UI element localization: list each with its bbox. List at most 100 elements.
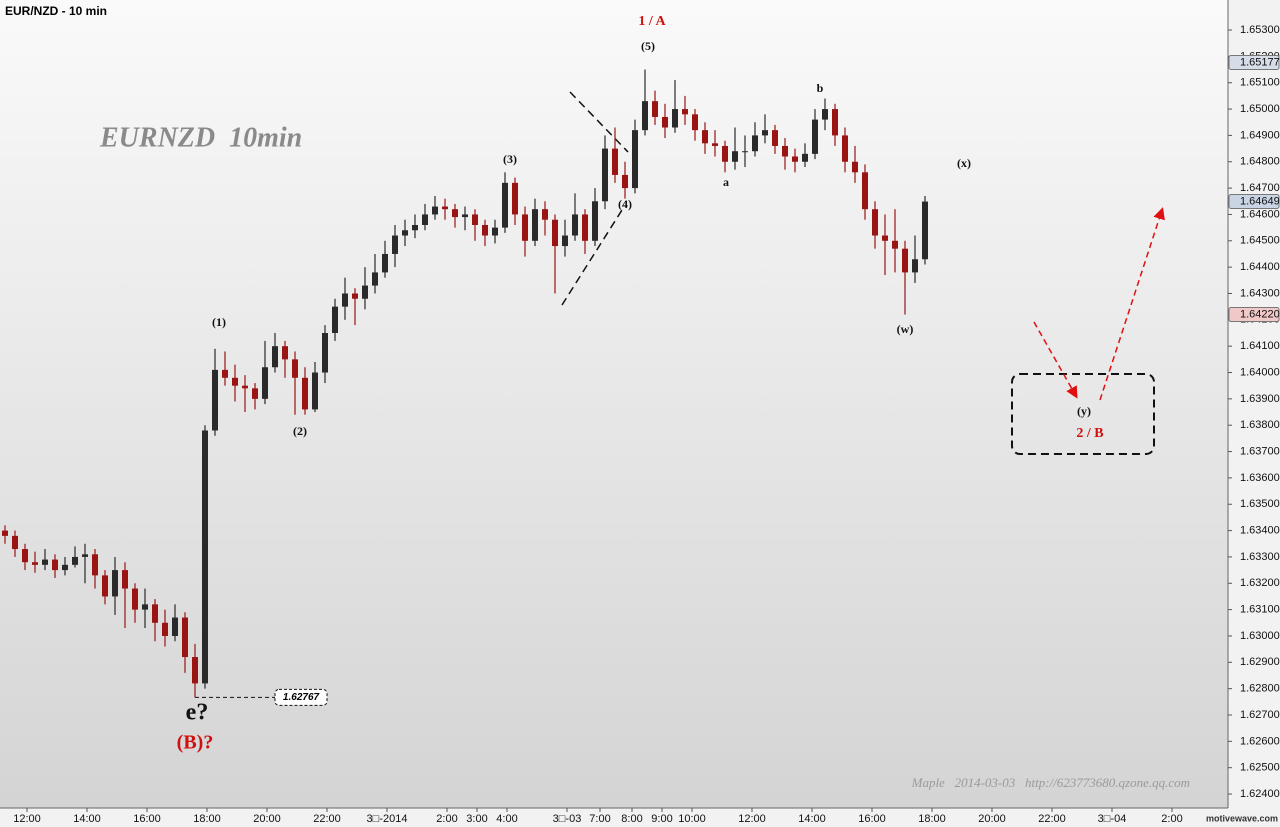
- candle-body: [632, 130, 638, 189]
- y-tick-label: 1.64500: [1240, 235, 1280, 247]
- y-tick-label: 1.62900: [1240, 656, 1280, 668]
- candle-body: [272, 346, 278, 368]
- y-tick-label: 1.63800: [1240, 419, 1280, 431]
- candle-body: [682, 109, 688, 115]
- wave-label: a: [723, 175, 729, 189]
- candle-body: [112, 570, 118, 597]
- y-tick-label: 1.63500: [1240, 498, 1280, 510]
- wave-label: (x): [957, 156, 971, 170]
- x-tick-label: 2:00: [1161, 813, 1182, 825]
- y-tick-label: 1.64600: [1240, 208, 1280, 220]
- candle-body: [892, 240, 898, 249]
- x-tick-label: 22:00: [313, 813, 341, 825]
- candle-body: [872, 209, 878, 236]
- y-tick-label: 1.64700: [1240, 182, 1280, 194]
- y-axis-area: [1228, 0, 1280, 827]
- candle-body: [852, 161, 858, 173]
- candle-body: [832, 109, 838, 136]
- x-tick-label: 14:00: [73, 813, 101, 825]
- wave-label: (w): [897, 322, 914, 336]
- candle-body: [582, 214, 588, 241]
- x-tick-label: 3□-03: [553, 813, 582, 825]
- candle-body: [752, 135, 758, 152]
- y-tick-label: 1.64800: [1240, 156, 1280, 168]
- candle-body: [22, 549, 28, 563]
- brand: motivewave.com: [1206, 813, 1278, 823]
- x-tick-label: 16:00: [858, 813, 886, 825]
- candle-body: [172, 617, 178, 636]
- trend-line: [569, 91, 629, 153]
- y-tick-label: 1.64900: [1240, 129, 1280, 141]
- y-tick-label: 1.62400: [1240, 788, 1280, 800]
- candle-body: [642, 101, 648, 131]
- candle-body: [672, 109, 678, 128]
- candle-body: [282, 346, 288, 360]
- x-tick-label: 20:00: [253, 813, 281, 825]
- wave-label: e?: [186, 700, 209, 726]
- wave-label: 2 / B: [1076, 426, 1103, 441]
- candle-body: [512, 182, 518, 215]
- y-tick-label: 1.63600: [1240, 472, 1280, 484]
- wave-label: (1): [212, 315, 226, 329]
- candle-body: [922, 201, 928, 260]
- y-tick-label: 1.63700: [1240, 445, 1280, 457]
- y-tick-label: 1.62700: [1240, 709, 1280, 721]
- candle-body: [502, 182, 508, 228]
- candle-body: [862, 172, 868, 210]
- candle-body: [792, 156, 798, 162]
- candle-body: [382, 253, 388, 273]
- candle-body: [252, 388, 258, 399]
- candle-body: [42, 559, 48, 565]
- low-box: [274, 688, 328, 706]
- target-box: [1011, 373, 1155, 455]
- candle-body: [392, 235, 398, 254]
- candle-body: [432, 206, 438, 215]
- candle-body: [182, 617, 188, 658]
- wave-label: (2): [293, 424, 307, 438]
- candle-body: [702, 130, 708, 144]
- candle-body: [152, 604, 158, 623]
- plot-area: [0, 0, 1228, 808]
- candle-body: [452, 209, 458, 218]
- candle-body: [612, 148, 618, 175]
- candle-body: [712, 143, 718, 146]
- x-tick-label: 18:00: [193, 813, 221, 825]
- candle-body: [442, 206, 448, 210]
- candle-body: [212, 369, 218, 431]
- y-tick-label: 1.63400: [1240, 524, 1280, 536]
- candle-body: [552, 219, 558, 247]
- candle-body: [822, 109, 828, 120]
- candle-body: [602, 148, 608, 202]
- x-tick-label: 3□-2014: [367, 813, 408, 825]
- x-tick-label: 14:00: [798, 813, 826, 825]
- candle-body: [142, 604, 148, 610]
- candle-body: [72, 556, 78, 565]
- candle-body: [192, 657, 198, 684]
- candle-body: [2, 530, 8, 536]
- candle-body: [262, 367, 268, 399]
- candle-body: [802, 153, 808, 162]
- candle-body: [732, 151, 738, 162]
- y-tick-label: 1.62600: [1240, 735, 1280, 747]
- wave-label: (4): [618, 197, 632, 211]
- x-tick-label: 3□-04: [1098, 813, 1127, 825]
- candle-body: [292, 359, 298, 378]
- candle-body: [572, 214, 578, 236]
- candle-body: [462, 214, 468, 218]
- y-tick-label: 1.62800: [1240, 683, 1280, 695]
- candle-body: [62, 564, 68, 571]
- price-marker-label: 1.64649: [1240, 195, 1280, 207]
- candle-body: [362, 285, 368, 299]
- candle-body: [52, 559, 58, 571]
- candle-body: [132, 588, 138, 610]
- candle-body: [662, 116, 668, 128]
- candle-body: [722, 145, 728, 162]
- x-axis-area: [0, 808, 1228, 827]
- wave-label: b: [817, 81, 824, 95]
- candle-body: [242, 385, 248, 389]
- x-tick-label: 3:00: [466, 813, 487, 825]
- wave-label: (y): [1077, 404, 1091, 418]
- candle-body: [472, 214, 478, 225]
- candle-body: [402, 230, 408, 236]
